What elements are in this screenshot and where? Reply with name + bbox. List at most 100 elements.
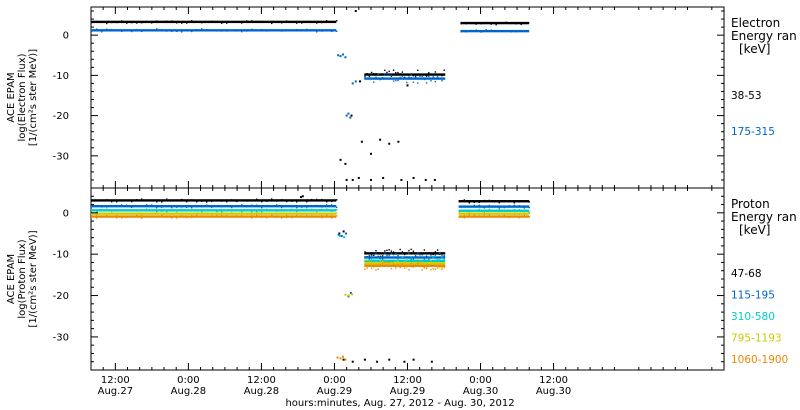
proton-series-115-195-noise [395, 253, 397, 255]
electron-series-175-315-point [339, 55, 342, 58]
electron-series-38-53-point [351, 178, 354, 181]
proton-series-47-68-noise [386, 249, 388, 252]
electron-series-175-315-noise [301, 29, 303, 31]
proton-series-310-580-noise [397, 258, 399, 260]
proton-series-1060-1900-noise [473, 214, 476, 216]
proton-series-115-195-noise [196, 206, 198, 208]
proton-series-47-68 [91, 195, 531, 363]
proton-series-795-1193-noise [216, 214, 218, 216]
electron-series-175-315-noise [419, 75, 421, 77]
electron-series-175-315-noise [490, 29, 492, 31]
proton-series-795-1193-noise [436, 262, 439, 264]
proton-series-47-68-noise [434, 251, 437, 253]
proton-series-795-1193-noise [493, 212, 496, 215]
electron-ylabel-line: [1/(cm²s ster MeV)] [28, 49, 39, 146]
proton-series-47-68-noise [390, 250, 393, 252]
proton-panel-frame [90, 187, 725, 371]
proton-series-310-580-noise [231, 209, 233, 211]
proton-series-115-195-noise [518, 205, 521, 207]
electron-series-175-315-noise [246, 30, 248, 32]
proton-series-47-68-noise [206, 201, 208, 203]
proton-series-310-580-noise [206, 209, 208, 212]
proton-series-1060-1900-noise [408, 269, 410, 271]
electron-series-175-315-noise [191, 30, 193, 33]
proton-series-310-580-noise [106, 208, 108, 210]
electron-series-175-315-noise [176, 30, 178, 33]
proton-series-115-195-noise [373, 253, 375, 256]
electron-series-38-53-noise [96, 20, 98, 23]
proton-series-1060-1900-noise [106, 215, 108, 218]
proton-series-47-68-noise [508, 200, 511, 202]
proton-series-310-580-noise [211, 209, 213, 211]
proton-series-310-580-noise [91, 209, 93, 211]
proton-series-115-195-noise [503, 206, 506, 209]
proton-series-1060-1900-noise [161, 214, 163, 217]
proton-series-1060-1900-noise [528, 216, 531, 218]
proton-series-115-195-noise [316, 204, 318, 207]
proton-series-115-195-noise [236, 205, 238, 207]
proton-series-795-1193-noise [406, 259, 408, 261]
proton-series-115-195-noise [286, 205, 288, 207]
electron-series-175-315-noise [465, 31, 467, 33]
electron-series-175-315-noise [399, 76, 401, 79]
proton-series-310-580-noise [311, 208, 313, 211]
proton-series-1060-1900-noise [397, 263, 399, 266]
x-tick-time-label: 0:00 [177, 375, 199, 386]
proton-series-47-68-point [388, 358, 391, 361]
electron-series-38-53-point [344, 162, 347, 165]
proton-ytick-label: -20 [53, 291, 69, 302]
electron-series-38-53-noise [505, 21, 507, 23]
electron-series-38-53-point [379, 138, 382, 141]
proton-series-1060-1900-noise [468, 214, 471, 216]
electron-series-175-315-noise [281, 30, 283, 32]
proton-series-1060-1900-noise [493, 216, 496, 218]
electron-series-38-53-noise [281, 22, 283, 24]
electron-series-175-315-noise [364, 76, 366, 78]
proton-series-795-1193-noise [368, 259, 371, 262]
proton-series-47-68-point [403, 360, 406, 363]
proton-series-795-1193-noise [126, 212, 128, 215]
proton-series-115-195-noise [246, 206, 248, 208]
proton-series-47-68-noise [266, 200, 268, 202]
proton-series-795-1193-noise [364, 259, 366, 262]
proton-series-310-580-noise [508, 209, 511, 212]
proton-series-1060-1900 [91, 214, 531, 361]
electron-series-175-315-noise [266, 30, 268, 32]
electron-series-175-315-noise [441, 80, 443, 82]
proton-series-115-195-noise [231, 206, 233, 209]
proton-series-1060-1900-noise [523, 214, 526, 217]
electron-series-175-315-noise [221, 30, 223, 32]
proton-series-795-1193-noise [306, 214, 308, 216]
proton-series-1060-1900-noise [406, 266, 408, 268]
electron-series-175-315-noise [395, 79, 397, 82]
proton-series-115-195-noise [368, 258, 371, 260]
proton-series-47-68-point [342, 230, 345, 233]
electron-series-175-315-noise [251, 28, 253, 31]
proton-series-795-1193-noise [281, 212, 283, 214]
proton-series-310-580-noise [331, 210, 333, 212]
electron-series-175-315-point [354, 80, 357, 83]
electron-series-175-315-noise [406, 81, 408, 84]
electron-series-38-53-noise [485, 21, 487, 24]
proton-series-795-1193-noise [311, 213, 313, 216]
proton-series-795-1193-noise [231, 211, 233, 214]
proton-series-47-68-noise [395, 252, 397, 254]
proton-series-1060-1900-noise [377, 268, 379, 271]
electron-series-175-315-point [344, 56, 347, 59]
proton-series-795-1193-noise [96, 214, 98, 216]
proton-series-115-195-segment [91, 205, 337, 208]
proton-series-310-580-noise [436, 259, 439, 261]
proton-series-47-68-noise [186, 201, 188, 203]
proton-series-310-580-noise [523, 209, 526, 212]
electron-series-175-315-noise [397, 79, 399, 82]
electron-series-38-53-noise [176, 22, 178, 24]
proton-series-115-195-noise [166, 205, 168, 208]
electron-series-38-53-noise [397, 71, 399, 74]
proton-series-47-68-noise [166, 198, 168, 200]
proton-ylabel-line: [1/(cm²s ster MeV)] [28, 230, 39, 327]
proton-series-310-580-noise [370, 259, 373, 261]
proton-series-115-195-noise [171, 207, 173, 209]
proton-series-1060-1900-noise [401, 263, 404, 265]
proton-series-47-68-noise [463, 199, 466, 201]
